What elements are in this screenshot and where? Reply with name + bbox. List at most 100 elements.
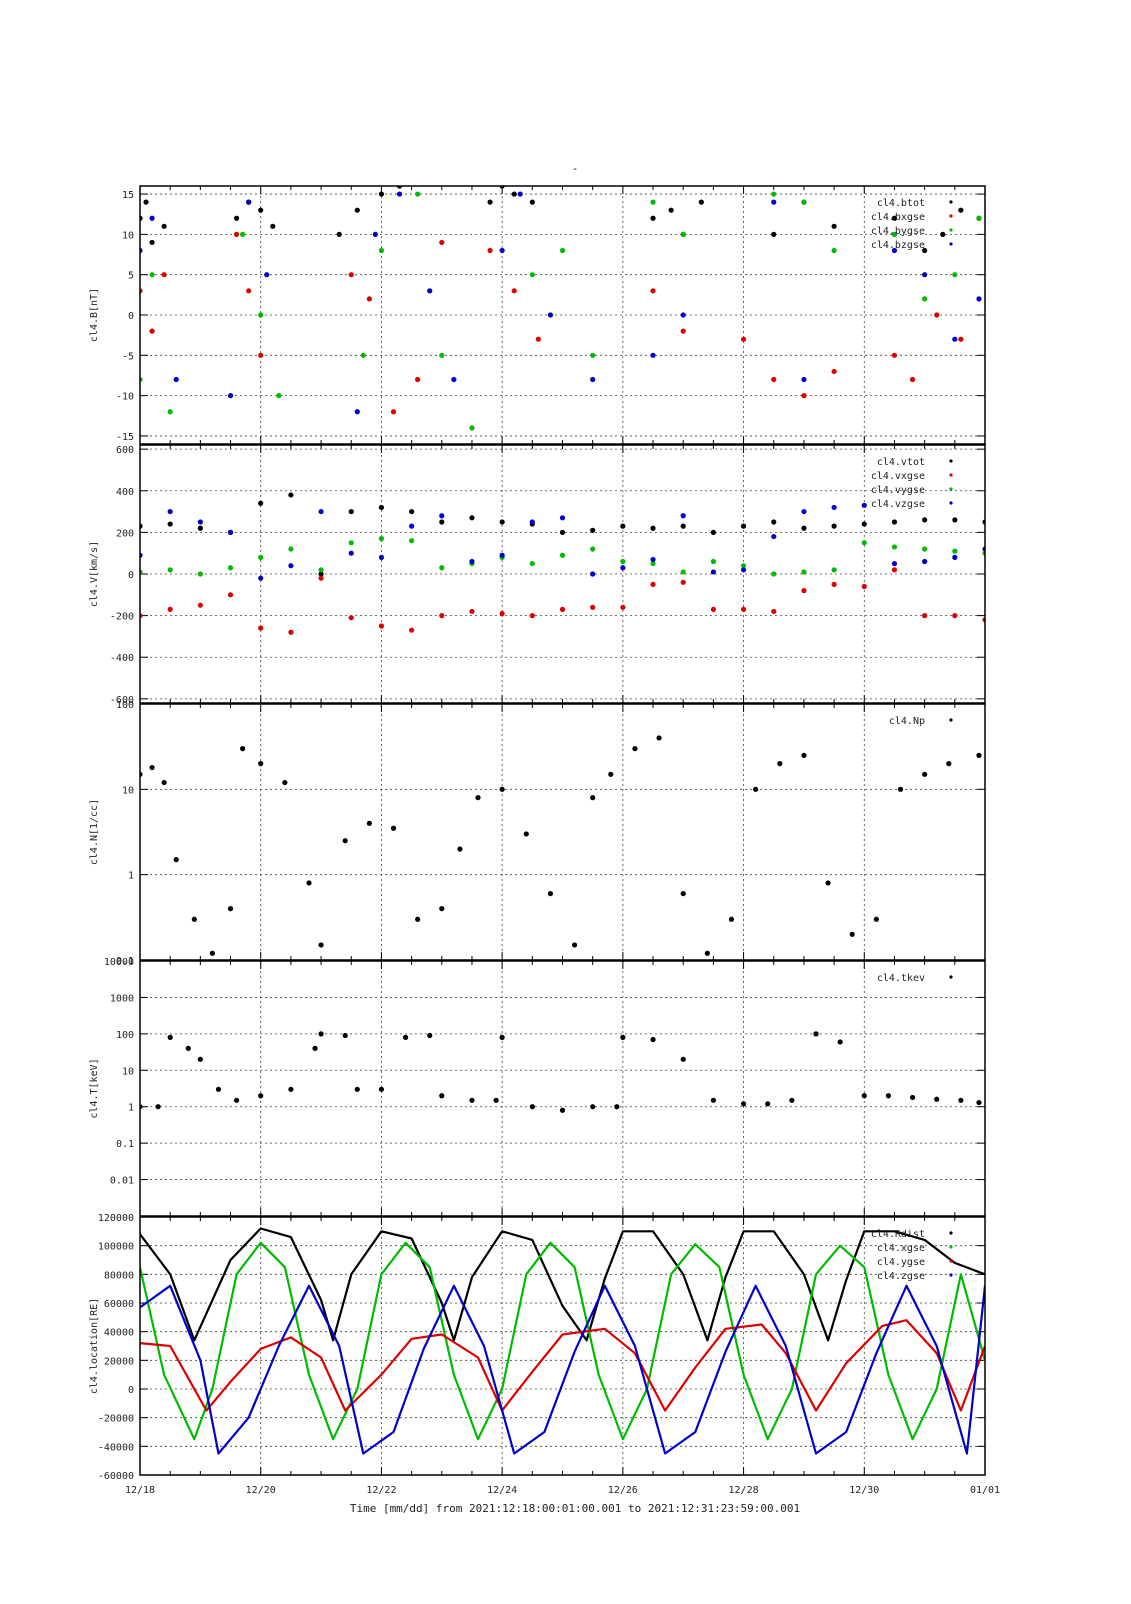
data-point <box>306 880 312 886</box>
data-point <box>197 1056 203 1062</box>
data-point <box>427 1032 433 1039</box>
data-point <box>740 606 747 612</box>
legend-label: cl4.tkev <box>877 973 925 984</box>
data-point <box>891 352 898 358</box>
data-point <box>240 231 246 237</box>
data-point <box>197 525 203 531</box>
data-point <box>439 239 445 246</box>
data-point <box>976 1099 982 1106</box>
panel-5: 120000 100000 80000 60000 40000 20000 0 -20000 -… <box>89 1213 986 1482</box>
legend-marker <box>949 718 953 722</box>
data-point <box>831 504 837 511</box>
y-tick-label: 0 <box>128 1385 134 1396</box>
data-point <box>227 393 234 399</box>
data-point <box>149 328 155 334</box>
panel-frame <box>139 703 986 961</box>
data-point <box>740 1101 747 1107</box>
data-point <box>439 906 445 912</box>
data-point <box>348 615 354 621</box>
data-point <box>831 567 837 573</box>
data-point <box>650 352 656 358</box>
data-point <box>559 1107 566 1113</box>
data-point <box>270 223 276 229</box>
data-point <box>487 199 493 205</box>
data-point <box>348 550 354 556</box>
series-cl4.vxgse <box>140 567 985 635</box>
data-point <box>922 613 928 619</box>
data-point <box>976 215 982 221</box>
panel-bg <box>140 1217 985 1475</box>
legend-marker <box>949 459 953 463</box>
data-point <box>167 508 173 515</box>
y-tick-label: -60000 <box>98 1471 134 1482</box>
x-tick-label: 12/24 <box>487 1485 517 1496</box>
series-line <box>140 1227 985 1342</box>
y-tick-label: 200 <box>116 528 134 539</box>
data-point <box>710 558 716 565</box>
data-point <box>227 529 234 535</box>
y-tick-label: 1 <box>128 871 134 882</box>
data-point <box>354 1086 360 1092</box>
data-point <box>258 500 264 506</box>
data-point <box>922 247 928 254</box>
data-point <box>952 336 958 342</box>
data-point <box>161 779 167 786</box>
data-point <box>378 536 385 542</box>
data-point <box>348 272 354 278</box>
data-point <box>318 1031 324 1037</box>
data-point <box>656 735 662 741</box>
series-cl4.Rdist <box>140 1227 985 1342</box>
data-point <box>197 602 203 608</box>
legend-label: cl4.btot <box>877 198 925 209</box>
y-tick-label: 15 <box>122 190 134 201</box>
data-point <box>559 529 566 535</box>
data-point <box>173 376 179 383</box>
legend-label: cl4.Np <box>889 716 925 727</box>
data-point <box>258 312 264 318</box>
data-point <box>976 752 982 758</box>
y-tick-label: -5 <box>122 351 134 362</box>
data-point <box>535 336 541 342</box>
data-point <box>680 579 686 585</box>
y-tick-label: -20000 <box>98 1414 134 1425</box>
time-caption: Time [mm/dd] from 2021:12:18:00:01:00.00… <box>350 1502 800 1515</box>
y-axis-label: cl4.B[nT] <box>89 288 100 342</box>
data-point <box>891 560 898 567</box>
data-point <box>258 761 264 767</box>
data-point <box>372 231 378 237</box>
data-point <box>318 567 324 573</box>
data-point <box>922 272 928 278</box>
data-point <box>771 191 777 197</box>
data-point <box>167 521 173 527</box>
data-point <box>777 761 783 767</box>
data-point <box>934 312 940 318</box>
data-point <box>771 608 777 615</box>
data-point <box>227 565 234 571</box>
data-point <box>336 231 342 237</box>
y-tick-label: 1000 <box>110 993 134 1004</box>
panel-bg <box>140 961 985 1216</box>
data-point <box>209 950 216 956</box>
data-point <box>620 523 626 529</box>
data-point <box>149 239 155 246</box>
data-point <box>155 1104 161 1110</box>
data-point <box>499 247 505 254</box>
data-point <box>318 508 324 515</box>
data-point <box>529 560 535 567</box>
data-point <box>318 571 324 577</box>
data-point <box>559 247 566 254</box>
panel-frame <box>139 960 986 1217</box>
y-tick-label: 0 <box>128 570 134 581</box>
data-point <box>710 529 716 535</box>
data-point <box>922 296 928 302</box>
data-point <box>378 191 385 197</box>
data-point <box>831 247 837 254</box>
data-point <box>620 558 626 565</box>
data-point <box>288 546 294 552</box>
data-point <box>590 604 596 610</box>
panel-4: 10000 1000 100 10 1 0.1 0.01 cl4.T[keV] cl4.tkev <box>89 957 986 1217</box>
legend-label: cl4.ygse <box>877 1257 925 1268</box>
data-point <box>312 1045 318 1051</box>
data-point <box>547 890 554 897</box>
data-point <box>590 352 596 358</box>
